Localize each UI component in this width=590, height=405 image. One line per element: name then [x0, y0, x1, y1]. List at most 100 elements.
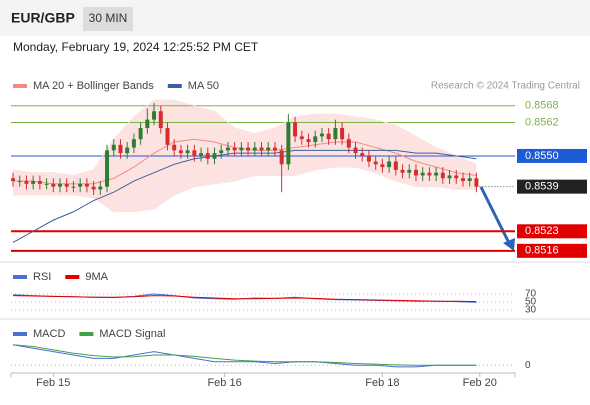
candle-body [24, 181, 29, 184]
candle-body [64, 183, 69, 187]
legend-label: MA 20 + Bollinger Bands [33, 80, 154, 92]
candle-body [31, 181, 36, 184]
legend-label: MACD [33, 328, 65, 340]
candle-body [205, 153, 210, 159]
candle-body [427, 172, 432, 176]
level-label: 0.8516 [525, 245, 559, 257]
indicator-line [13, 295, 477, 303]
candle-body [172, 144, 177, 151]
candle-body [185, 150, 190, 154]
candle-body [393, 161, 398, 170]
source: Research © 2024 Trading Central [431, 81, 580, 92]
candle-body [326, 133, 331, 140]
candle-body [353, 147, 358, 154]
candle-body [460, 178, 465, 182]
legend-label: MACD Signal [99, 328, 165, 340]
indicator-line [12, 344, 477, 366]
candle-body [225, 147, 230, 151]
candle-body [454, 175, 459, 179]
level-label-box [517, 224, 587, 239]
indicator-line [12, 149, 477, 243]
candle-body [440, 172, 445, 179]
candle-body [44, 183, 49, 185]
x-tick-label: Feb 16 [207, 377, 241, 389]
candle-body [11, 178, 16, 182]
candle-body [387, 161, 392, 168]
candle-body [360, 153, 365, 156]
candle-body [232, 147, 237, 151]
datetime: Monday, February 19, 2024 12:25:52 PM CE… [13, 40, 259, 54]
level-label: 0.8562 [525, 116, 559, 128]
timeframe-box [83, 7, 133, 31]
level-label: 0.8550 [525, 150, 559, 162]
legend-label: RSI [33, 271, 51, 283]
indicator-line [13, 166, 477, 213]
legend-swatch [13, 275, 27, 279]
forecast-arrowhead [503, 238, 515, 251]
candle-body [71, 186, 76, 188]
x-tick-label: Feb 20 [463, 377, 497, 389]
x-tick-label: Feb 15 [36, 377, 70, 389]
candle-body [272, 147, 277, 151]
candle-body [239, 147, 244, 151]
candle-body [84, 183, 89, 187]
forecast-arrow [479, 186, 511, 244]
candle-body [366, 155, 371, 162]
candle-body [91, 186, 96, 190]
candle-body [286, 122, 291, 165]
candle-body [138, 128, 143, 140]
candle-body [78, 183, 83, 187]
candle-body [98, 186, 103, 190]
candle-body [246, 147, 251, 151]
legend-swatch [79, 332, 94, 336]
candle-body [333, 128, 338, 140]
legend-label: MA 50 [188, 80, 219, 92]
candle-body [319, 133, 324, 137]
symbol: EUR/GBP [11, 10, 75, 26]
level-label: 0.8523 [525, 225, 559, 237]
y-tick-label: 70 [525, 289, 537, 300]
candle-body [340, 128, 345, 140]
candle-body [219, 150, 224, 154]
legend-label: 9MA [85, 271, 108, 283]
candle-body [279, 150, 284, 165]
legend-swatch [13, 84, 27, 88]
chart-area [0, 36, 590, 400]
candle-body [380, 164, 385, 168]
candle-body [118, 144, 123, 154]
candle-body [313, 136, 318, 142]
y-tick-label: 50 [525, 297, 537, 308]
candle-body [165, 128, 170, 145]
candle-body [420, 172, 425, 176]
candle-body [199, 153, 204, 156]
candle-body [447, 175, 452, 179]
candle-body [37, 181, 42, 184]
candle-body [212, 153, 217, 159]
candle-body [293, 122, 298, 137]
candle-body [58, 183, 63, 187]
candle-body [17, 181, 22, 183]
last-price-box [517, 179, 587, 194]
timeframe: 30 MIN [89, 11, 128, 25]
legend-swatch [65, 275, 80, 279]
indicator-line [12, 344, 477, 368]
candle-body [373, 161, 378, 165]
candle-body [407, 169, 412, 173]
candle-body [51, 183, 56, 187]
candle-body [400, 169, 405, 173]
legend-swatch [167, 84, 182, 88]
candle-body [125, 147, 130, 154]
legend-swatch [13, 332, 27, 336]
candle-body [346, 139, 351, 148]
candle-body [266, 147, 271, 151]
candle-body [178, 150, 183, 154]
candle-body [158, 111, 163, 129]
candle-body [111, 144, 116, 151]
level-label: 0.8568 [525, 100, 559, 112]
candle-body [467, 178, 472, 182]
candle-body [434, 172, 439, 176]
candle-body [299, 136, 304, 140]
candle-body [259, 147, 264, 151]
level-label-box [517, 243, 587, 258]
